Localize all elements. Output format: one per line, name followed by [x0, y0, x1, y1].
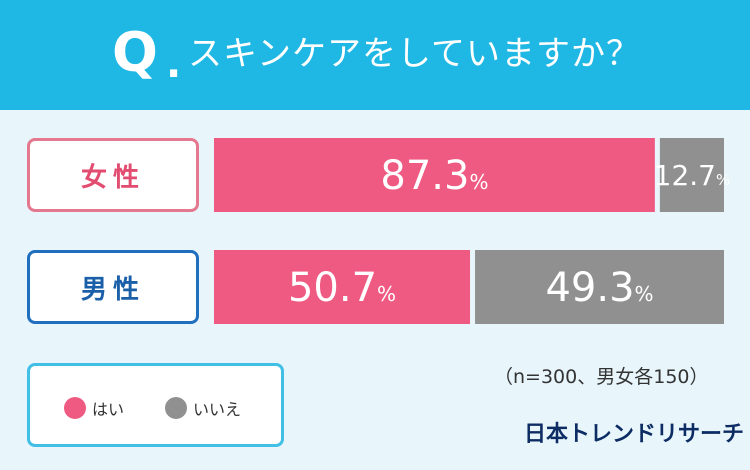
male-label: 男性	[27, 250, 199, 324]
q-dot: .	[166, 41, 182, 87]
legend-label-no: いいえ	[193, 400, 242, 419]
data-label-yes-0: 87.3%	[380, 153, 488, 199]
question-header: Q . スキンケアをしていますか？	[0, 0, 750, 110]
legend-label-yes: はい	[92, 400, 125, 419]
question-text: スキンケアをしていますか？	[188, 34, 641, 74]
q-mark: Q	[112, 21, 158, 84]
female-label: 女性	[27, 138, 199, 212]
data-label-yes-1: 50.7%	[288, 265, 396, 311]
bar-yes-0	[214, 138, 655, 212]
legend: はい いいえ	[27, 363, 284, 447]
pink-circle-icon	[64, 397, 86, 419]
legend-item-yes: はい	[64, 396, 124, 420]
bar-no-0	[659, 138, 724, 212]
gray-circle-icon	[165, 397, 187, 419]
brand-logo: 日本トレンドリサーチ	[524, 422, 745, 447]
data-label-no-0: 12.7%	[654, 159, 731, 192]
legend-item-no: いいえ	[165, 396, 241, 420]
data-label-no-1: 49.3%	[545, 265, 653, 311]
bar-yes-1	[214, 250, 471, 324]
bar-no-1	[475, 250, 724, 324]
sample-note: （n=300、男女各150）	[494, 366, 709, 388]
